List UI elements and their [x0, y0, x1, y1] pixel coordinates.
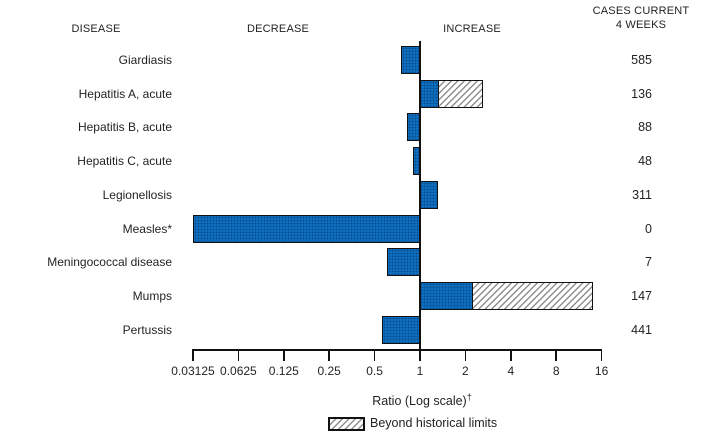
- disease-label: Hepatitis B, acute: [77, 120, 172, 135]
- x-axis-tick-label: 0.03125: [171, 364, 215, 378]
- disease-label: Hepatitis C, acute: [77, 154, 172, 169]
- cases-value: 0: [645, 221, 652, 236]
- bar-decrease: [382, 315, 421, 344]
- bar-beyond-historical-limits: [437, 79, 483, 108]
- baseline-ratio-1: [419, 41, 421, 351]
- x-axis-tick: [464, 350, 467, 361]
- x-axis-tick: [373, 350, 376, 361]
- disease-label: Legionellosis: [102, 187, 172, 202]
- cases-value: 136: [631, 86, 652, 101]
- cases-value: 48: [638, 154, 652, 169]
- x-axis-tick-label: 0.0625: [220, 364, 257, 378]
- column-header-decrease: DECREASE: [246, 23, 310, 35]
- cases-header-line2: 4 WEEKS: [615, 19, 667, 31]
- x-axis-tick: [192, 350, 194, 361]
- x-axis-title-text: Ratio (Log scale): [372, 394, 467, 409]
- x-axis-tick-label: 1: [416, 364, 424, 378]
- x-axis-tick-label: 8: [552, 364, 560, 378]
- bar-increase: [419, 79, 440, 108]
- x-axis-tick-label: 0.125: [268, 364, 299, 378]
- cases-value: 88: [638, 120, 652, 135]
- x-axis-tick: [555, 350, 558, 361]
- bar-decrease: [401, 46, 421, 74]
- x-axis-tick-label: 4: [507, 364, 515, 378]
- x-axis-tick: [328, 350, 331, 361]
- bar-beyond-historical-limits: [471, 281, 593, 310]
- x-axis-line: [192, 349, 603, 351]
- x-axis-tick: [237, 350, 240, 361]
- cases-value: 311: [632, 187, 652, 202]
- disease-label: Measles*: [122, 221, 172, 236]
- disease-label: Mumps: [132, 288, 172, 303]
- x-axis-title-dagger: †: [466, 392, 472, 402]
- disease-label: Hepatitis A, acute: [78, 86, 172, 101]
- x-axis-tick-label: 0.5: [366, 364, 383, 378]
- x-axis-tick: [282, 350, 285, 361]
- cases-value: 7: [645, 255, 652, 270]
- cases-value: 147: [631, 288, 652, 303]
- x-axis-tick: [419, 350, 421, 361]
- legend-label: Beyond historical limits: [370, 416, 498, 430]
- x-axis-tick-label: 0.25: [317, 364, 341, 378]
- disease-label: Giardiasis: [118, 53, 172, 67]
- bar-decrease: [386, 248, 421, 277]
- column-header-cases: CASES CURRENT 4 WEEKS: [576, 4, 706, 32]
- column-header-increase: INCREASE: [443, 23, 501, 35]
- x-axis-tick: [600, 350, 603, 361]
- disease-label: Meningococcal disease: [47, 255, 172, 270]
- x-axis-tick-label: 2: [462, 364, 469, 378]
- x-axis-tick-label: 16: [594, 364, 609, 378]
- bar-decrease: [193, 214, 421, 243]
- x-axis-title: Ratio (Log scale)†: [322, 390, 522, 409]
- bar-increase: [419, 180, 439, 209]
- bar-increase: [419, 281, 474, 310]
- bar-decrease: [407, 113, 421, 142]
- disease-label: Pertussis: [122, 322, 172, 337]
- cases-value: 585: [631, 53, 652, 67]
- cases-value: 441: [631, 322, 652, 337]
- cases-header-line1: CASES CURRENT: [592, 5, 690, 17]
- x-axis-tick: [509, 350, 512, 361]
- hatch-swatch: [328, 417, 365, 431]
- column-header-disease: DISEASE: [71, 23, 121, 35]
